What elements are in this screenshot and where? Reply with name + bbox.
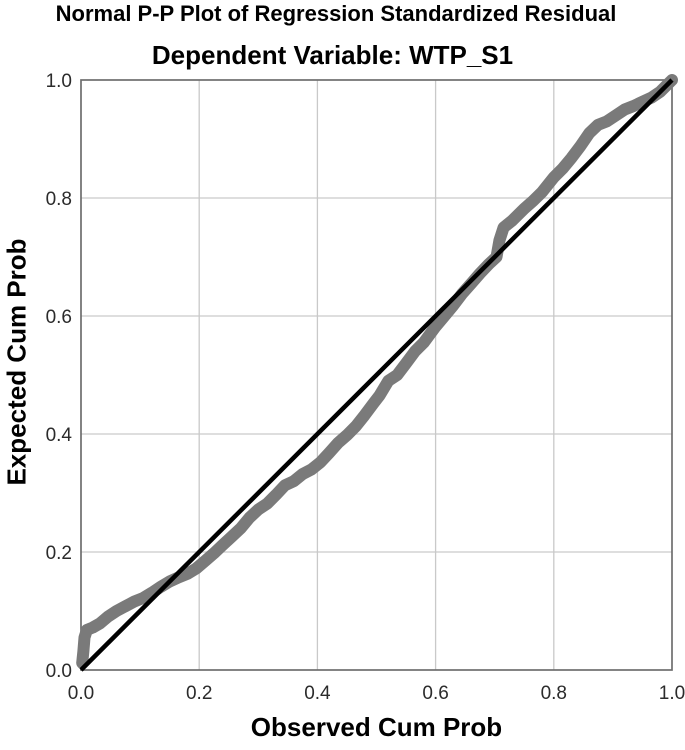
x-tick-label: 0.4 <box>304 683 331 704</box>
plot-frame <box>80 79 673 671</box>
x-tick-label: 0.0 <box>68 683 94 704</box>
x-tick-label: 0.2 <box>186 683 212 704</box>
x-tick-label: 1.0 <box>659 683 685 704</box>
normal-reference-line <box>79 78 674 672</box>
x-tick-label: 0.6 <box>422 683 448 704</box>
y-tick-label: 0.8 <box>46 189 72 210</box>
chart-title: Normal P-P Plot of Regression Standardiz… <box>55 1 617 26</box>
y-tick-label: 0.2 <box>46 543 72 564</box>
y-tick-label: 0.0 <box>46 661 72 682</box>
y-tick-label: 0.4 <box>46 425 73 446</box>
y-tick-label: 1.0 <box>46 71 72 92</box>
x-tick-label: 0.8 <box>541 683 567 704</box>
chart-subtitle: Dependent Variable: WTP_S1 <box>151 40 514 70</box>
x-axis-title: Observed Cum Prob <box>250 712 503 742</box>
y-tick-label: 0.6 <box>46 307 72 328</box>
pp-residual-curve <box>76 74 678 669</box>
